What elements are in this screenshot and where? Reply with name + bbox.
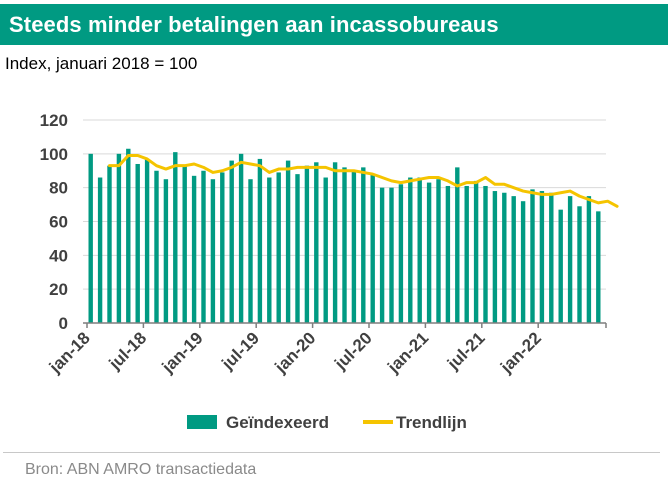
bar	[267, 177, 272, 323]
title-bar: Steeds minder betalingen aan incassobure…	[0, 4, 668, 45]
footer-divider	[3, 452, 660, 453]
bar	[483, 185, 488, 323]
bar	[304, 165, 310, 323]
bar	[577, 206, 582, 323]
bar	[464, 185, 469, 323]
bar	[351, 170, 357, 323]
bar	[511, 196, 516, 323]
bar	[586, 196, 592, 323]
bar	[135, 163, 140, 323]
x-tick-label: jul-21	[443, 328, 489, 374]
bar	[276, 172, 281, 323]
trend-line	[108, 154, 619, 208]
bar	[220, 172, 225, 323]
bar	[398, 184, 404, 323]
y-tick-label: 20	[49, 280, 68, 299]
bar	[88, 153, 93, 323]
bar	[163, 179, 169, 323]
bar	[520, 201, 526, 323]
bar	[455, 167, 460, 323]
bar	[182, 165, 187, 323]
bar	[229, 160, 234, 323]
bar	[567, 196, 573, 323]
bar	[379, 187, 385, 323]
bar	[285, 160, 291, 323]
source-note: Bron: ABN AMRO transactiedata	[25, 461, 257, 478]
chart-title: Steeds minder betalingen aan incassobure…	[9, 11, 499, 37]
bar	[492, 191, 498, 323]
bar	[549, 192, 554, 323]
bar	[473, 180, 479, 323]
bar	[417, 177, 422, 323]
bar	[257, 158, 263, 323]
bar	[173, 152, 178, 323]
bar	[144, 158, 150, 323]
bar	[332, 162, 338, 323]
bar	[191, 175, 197, 323]
x-tick-label: jan-21	[383, 328, 432, 377]
y-tick-label: 120	[40, 111, 68, 130]
x-tick-label: jul-18	[105, 328, 151, 374]
y-tick-label: 40	[49, 246, 68, 265]
bar	[342, 167, 347, 323]
bar	[210, 179, 216, 323]
x-tick-label: jan-18	[45, 328, 94, 377]
bar	[530, 189, 535, 323]
y-tick-label: 0	[59, 314, 68, 333]
bar	[107, 165, 112, 323]
bar	[314, 162, 319, 323]
bar	[370, 174, 375, 323]
chart-subtitle: Index, januari 2018 = 100	[5, 54, 198, 73]
bar	[445, 185, 451, 323]
bar	[126, 148, 131, 323]
x-tick-label: jan-19	[158, 328, 207, 377]
legend-label-trend: Trendlijn	[396, 413, 467, 432]
bar	[408, 177, 413, 323]
bar	[295, 174, 300, 323]
bar	[426, 182, 432, 323]
bar	[97, 177, 103, 323]
bar	[248, 179, 253, 323]
bar	[502, 192, 507, 323]
bar	[389, 187, 394, 323]
bar	[539, 191, 545, 323]
bar	[436, 179, 441, 323]
bar	[238, 153, 244, 323]
y-tick-label: 80	[49, 179, 68, 198]
bar	[323, 177, 328, 323]
legend-label-bar: Geïndexeerd	[226, 413, 329, 432]
x-tick-label: jan-22	[496, 328, 545, 377]
bar	[201, 170, 206, 323]
bar	[116, 153, 122, 323]
y-tick-label: 60	[49, 213, 68, 232]
bar	[154, 170, 159, 323]
x-tick-label: jul-19	[217, 328, 263, 374]
bar	[361, 167, 366, 323]
x-tick-label: jul-20	[330, 328, 376, 374]
bar	[558, 209, 563, 323]
bar	[596, 211, 601, 323]
legend-swatch-bar	[187, 415, 217, 429]
y-tick-label: 100	[40, 145, 68, 164]
x-tick-label: jan-20	[271, 328, 320, 377]
